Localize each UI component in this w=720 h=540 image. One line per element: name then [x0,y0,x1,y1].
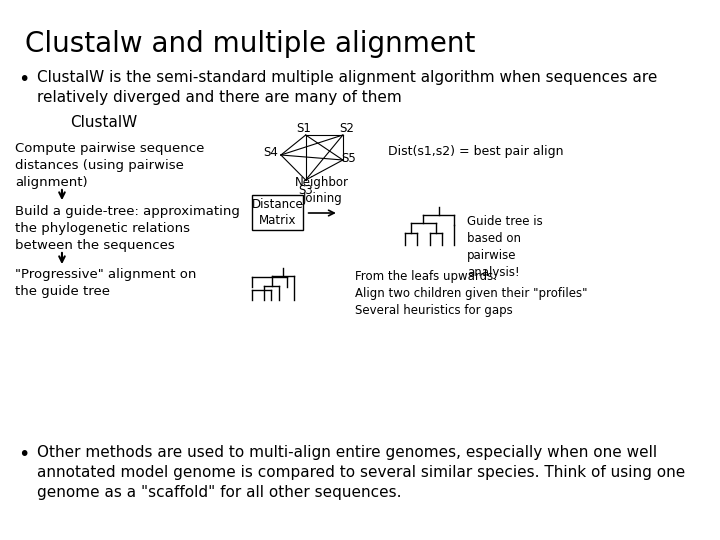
Text: Build a guide-tree: approximating
the phylogenetic relations
between the sequenc: Build a guide-tree: approximating the ph… [15,205,240,252]
Text: Guide tree is
based on
pairwise
analysis!: Guide tree is based on pairwise analysis… [467,215,543,279]
Text: •: • [18,445,30,464]
Text: Distance
Matrix: Distance Matrix [252,198,304,227]
Text: S1: S1 [296,122,310,134]
Text: •: • [18,70,30,89]
Text: Neighbor
Joining: Neighbor Joining [295,176,349,205]
Text: Other methods are used to multi-align entire genomes, especially when one well
a: Other methods are used to multi-align en… [37,445,685,500]
Text: S5: S5 [341,152,356,165]
Bar [252,195,303,230]
Text: S3: S3 [298,184,313,197]
Text: From the leafs upwards:
Align two children given their "profiles"
Several heuris: From the leafs upwards: Align two childr… [355,270,588,317]
Text: ClustalW is the semi-standard multiple alignment algorithm when sequences are
re: ClustalW is the semi-standard multiple a… [37,70,657,105]
Text: Dist(s1,s2) = best pair align: Dist(s1,s2) = best pair align [388,145,564,159]
Text: "Progressive" alignment on
the guide tree: "Progressive" alignment on the guide tre… [15,268,197,298]
Text: S2: S2 [340,122,354,134]
Text: S4: S4 [264,146,279,159]
Text: Compute pairwise sequence
distances (using pairwise
alignment): Compute pairwise sequence distances (usi… [15,142,204,189]
Text: Clustalw and multiple alignment: Clustalw and multiple alignment [24,30,475,58]
Text: ClustalW: ClustalW [71,115,138,130]
